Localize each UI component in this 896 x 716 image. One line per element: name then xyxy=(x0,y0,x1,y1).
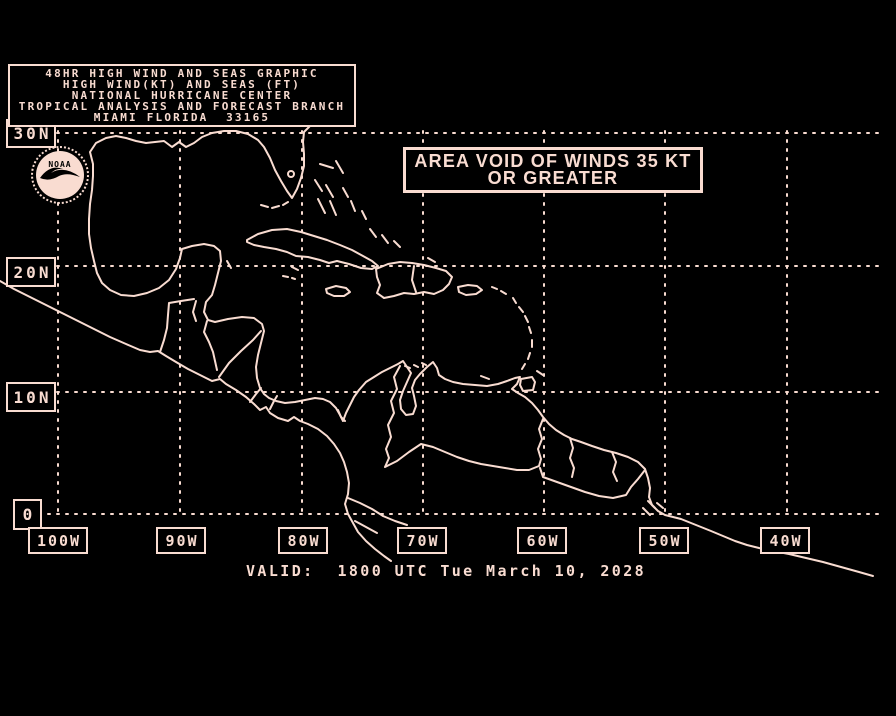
island-cuba xyxy=(246,228,379,270)
lon-label-100w: 100W xyxy=(28,527,88,554)
island-trinidad xyxy=(519,376,536,392)
island-jamaica xyxy=(325,285,351,297)
noaa-logo-text: NOAA xyxy=(48,160,72,169)
border-haiti-dr xyxy=(411,265,417,293)
lat-label-0: 0 xyxy=(13,499,42,530)
noaa-logo: NOAA xyxy=(31,146,89,204)
area-void-notice-box: AREA VOID OF WINDS 35 KT OR GREATER xyxy=(403,147,703,193)
noaa-gull-icon xyxy=(40,167,80,180)
islands-bahamas xyxy=(314,160,436,263)
coastline-pacific xyxy=(0,280,392,562)
islands-lesser-antilles xyxy=(404,286,544,380)
lake-okeechobee xyxy=(287,170,295,178)
island-hispaniola xyxy=(375,261,453,299)
islands-minor xyxy=(226,201,664,516)
noaa-logo-ring xyxy=(31,146,89,204)
coastline-mainland xyxy=(88,125,874,577)
title-line-4: TROPICAL ANALYSIS AND FORECAST BRANCH xyxy=(18,100,346,113)
valid-timestamp: VALID: 1800 UTC Tue March 10, 2028 xyxy=(246,562,647,580)
area-void-line-2: OR GREATER xyxy=(487,168,619,188)
title-line-1: 48HR HIGH WIND AND SEAS GRAPHIC xyxy=(45,67,319,80)
title-line-2: HIGH WIND(KT) AND SEAS (FT) xyxy=(62,78,302,91)
island-puerto-rico xyxy=(457,284,483,296)
lon-label-80w: 80W xyxy=(278,527,328,554)
lon-label-50w: 50W xyxy=(639,527,689,554)
noaa-logo-disc: NOAA xyxy=(36,151,84,199)
lon-label-40w: 40W xyxy=(760,527,810,554)
lat-label-20n: 20N xyxy=(6,257,56,287)
borders-south-america xyxy=(347,365,646,534)
lat-label-10n: 10N xyxy=(6,382,56,412)
title-line-5: MIAMI FLORIDA 33165 xyxy=(93,111,271,124)
title-line-3: NATIONAL HURRICANE CENTER xyxy=(71,89,293,102)
borders-central-america xyxy=(159,298,346,422)
lon-label-70w: 70W xyxy=(397,527,447,554)
title-box: 48HR HIGH WIND AND SEAS GRAPHIC HIGH WIN… xyxy=(8,64,356,127)
lon-label-90w: 90W xyxy=(156,527,206,554)
lon-label-60w: 60W xyxy=(517,527,567,554)
area-void-line-1: AREA VOID OF WINDS 35 KT xyxy=(414,151,692,171)
